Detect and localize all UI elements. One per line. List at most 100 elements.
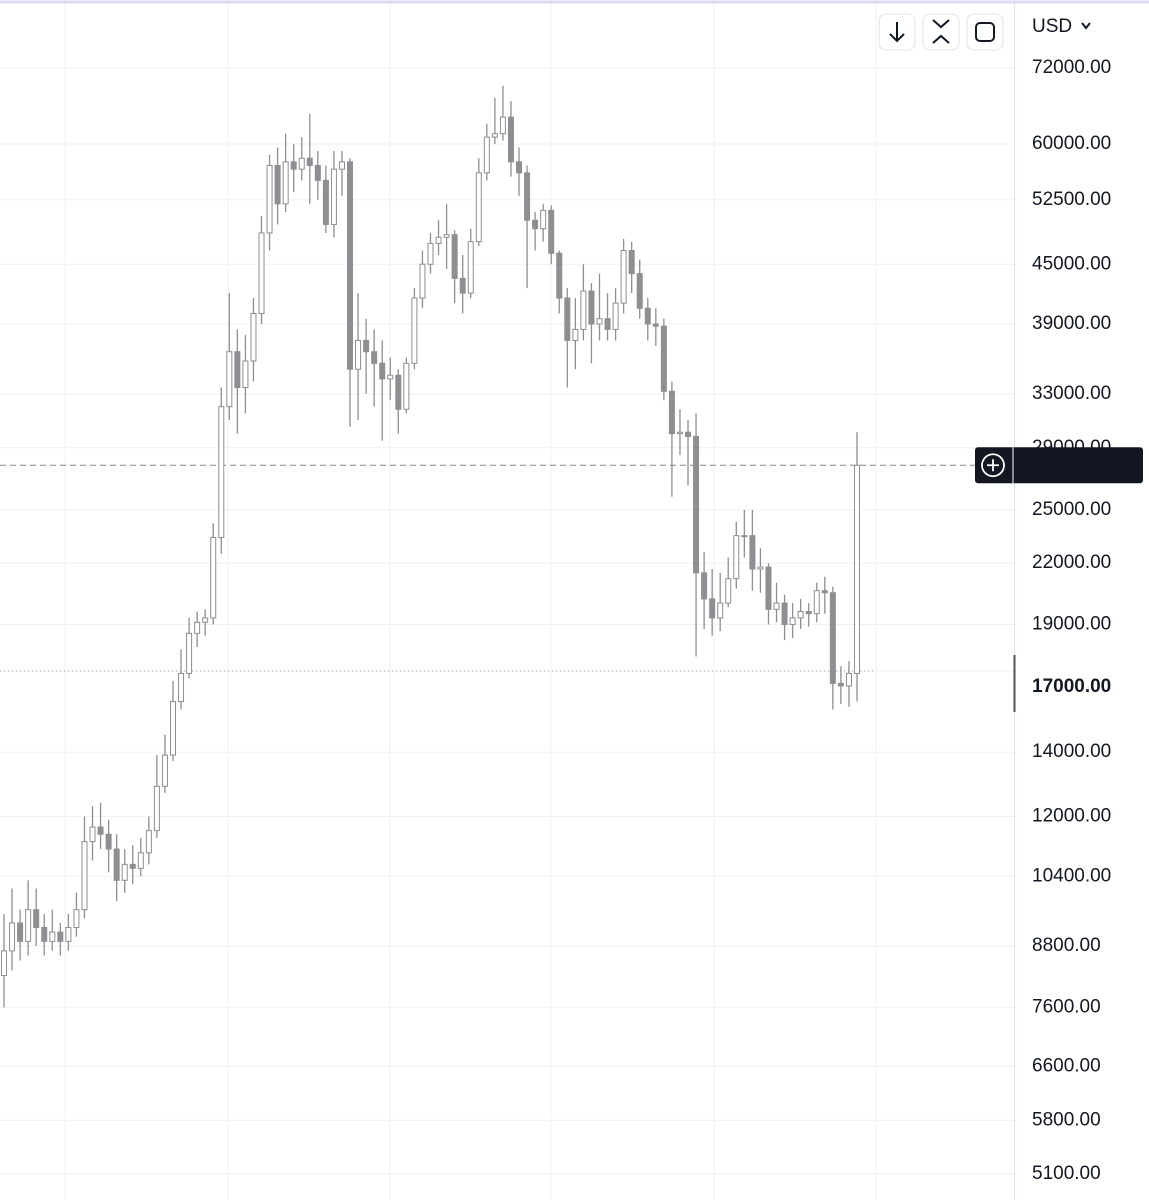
candle-body (749, 535, 756, 570)
candle-body (588, 290, 595, 325)
candle-body (258, 232, 265, 314)
collapse-icon (932, 19, 950, 44)
candle-body (395, 374, 402, 410)
candle-body (338, 161, 345, 170)
collapse-button[interactable] (922, 13, 960, 51)
candle-body (580, 290, 587, 330)
y-tick-label: 6600.00 (1032, 1055, 1101, 1076)
candle-body (685, 431, 692, 437)
candle-body (169, 701, 176, 756)
candle-body (572, 328, 579, 341)
candle-body (81, 841, 88, 911)
candle-body (9, 922, 16, 952)
y-tick-label: 22000.00 (1032, 552, 1111, 573)
candle-body (403, 362, 410, 410)
y-tick-label: 52500.00 (1032, 189, 1111, 210)
candle-body (210, 536, 217, 619)
candle-body (829, 592, 836, 684)
candle-body (805, 610, 812, 615)
y-tick-label: 12000.00 (1032, 805, 1111, 826)
candle-body (604, 318, 611, 330)
candle-body (556, 252, 563, 299)
candle-body (668, 390, 675, 435)
y-tick-label: 17000.00 (1032, 676, 1111, 697)
candle-body (89, 826, 96, 843)
candle-body (97, 826, 104, 835)
button-frame[interactable] (922, 13, 960, 51)
candle-body (226, 351, 233, 408)
y-tick-label: 7600.00 (1032, 996, 1101, 1017)
candle-body (652, 323, 659, 327)
y-tick-label: 10400.00 (1032, 865, 1111, 886)
candle-body (121, 863, 128, 881)
candle-body (145, 830, 152, 854)
down-icon (889, 22, 905, 43)
candle-body (540, 209, 547, 230)
candle-body (314, 164, 321, 181)
candle-body (153, 785, 160, 832)
candle-body (741, 535, 748, 538)
candle-body (725, 578, 732, 604)
last-price-label: 27815.81 (1032, 454, 1111, 475)
candle-body (161, 754, 168, 787)
candle-body (25, 909, 32, 942)
candle-body (242, 360, 249, 389)
candle-body (467, 241, 474, 294)
candle-body (306, 157, 313, 166)
candle-body (443, 234, 450, 238)
candle-body (355, 339, 362, 370)
candle-body (282, 161, 289, 205)
last-price-box (975, 447, 1143, 484)
candle-body (765, 566, 772, 610)
candle-body (387, 374, 394, 380)
candle-body (274, 164, 281, 205)
candle-body (524, 172, 531, 221)
candle-body (194, 621, 201, 634)
candle-body (137, 852, 144, 869)
candle-body (330, 168, 337, 225)
scroll-down-button[interactable] (878, 13, 916, 51)
candle-body (234, 351, 241, 389)
candle-body (298, 157, 305, 170)
candle-body (516, 161, 523, 174)
candle-body (186, 632, 193, 674)
candle-body (178, 672, 185, 703)
y-tick-label: 8800.00 (1032, 935, 1101, 956)
candle-body (218, 406, 225, 538)
candle-body (266, 164, 273, 234)
candle-body (837, 682, 844, 687)
candle-body (628, 250, 635, 275)
add-icon (981, 453, 1005, 478)
candle-body (813, 590, 820, 615)
candle-body (451, 234, 458, 279)
candle-body (105, 833, 112, 850)
candle-body (789, 617, 796, 625)
candle-body (845, 672, 852, 687)
candle-body (491, 133, 498, 138)
last-price: 27815.81 (975, 447, 1143, 484)
candle-body (620, 250, 627, 304)
candle-body (636, 273, 643, 309)
currency[interactable]: USD (1032, 16, 1072, 37)
candle-body (459, 277, 466, 294)
candle-body (435, 236, 442, 244)
candle-body (322, 179, 329, 225)
fullscreen-button[interactable] (966, 13, 1004, 51)
y-tick-label: 5800.00 (1032, 1109, 1101, 1130)
currency-selector[interactable]: USD (1032, 16, 1091, 37)
candle-body (548, 209, 555, 254)
toolbar (878, 13, 1004, 51)
candle-body (65, 926, 72, 942)
y-tick-label: 60000.00 (1032, 133, 1111, 154)
candle-body (693, 435, 700, 574)
candle-body (427, 242, 434, 265)
candle-body (347, 161, 354, 370)
chevron (1081, 22, 1091, 30)
candle-body (33, 909, 40, 928)
candle-body (419, 263, 426, 299)
candle-body (379, 362, 386, 380)
candle-body (797, 610, 804, 619)
